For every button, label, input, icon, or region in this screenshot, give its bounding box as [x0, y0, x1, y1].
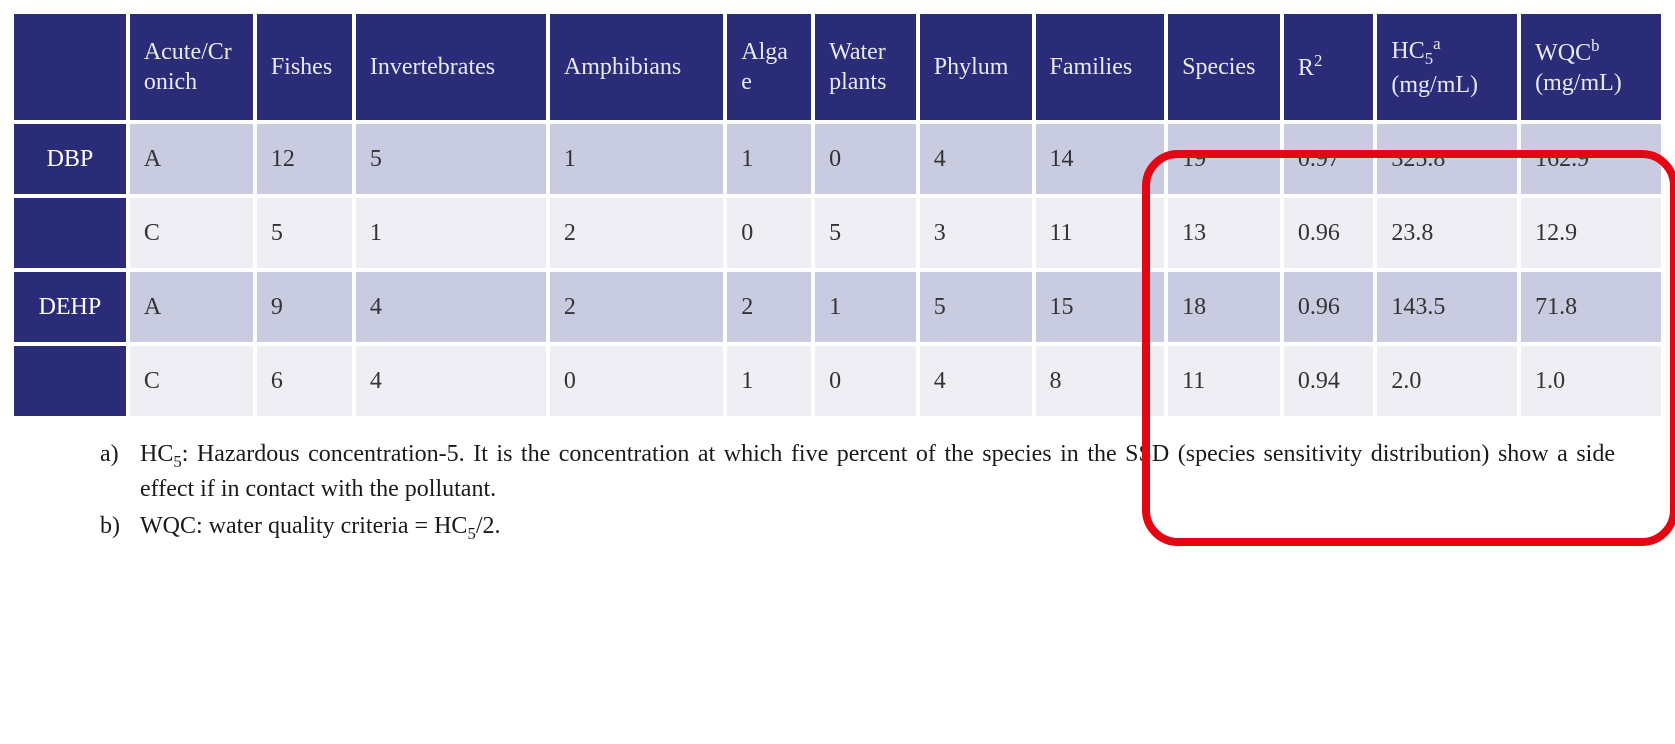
cell-compound: DEHP — [14, 272, 126, 342]
cell-waterplants: 0 — [815, 346, 916, 416]
cell-algae: 2 — [727, 272, 811, 342]
cell-fishes: 9 — [257, 272, 352, 342]
cell-species: 13 — [1168, 198, 1280, 268]
col-hc5: HC5a (mg/mL) — [1377, 14, 1517, 120]
footnote-a: a) HC5: Hazardous concentration-5. It is… — [100, 438, 1615, 506]
cell-r2: 0.94 — [1284, 346, 1373, 416]
table-row: DEHP A 9 4 2 2 1 5 15 18 0.96 143.5 71.8 — [14, 272, 1661, 342]
cell-species: 19 — [1168, 124, 1280, 194]
col-wqc: WQCb (mg/mL) — [1521, 14, 1661, 120]
cell-inverts: 4 — [356, 272, 546, 342]
cell-waterplants: 1 — [815, 272, 916, 342]
cell-r2: 0.97 — [1284, 124, 1373, 194]
cell-compound — [14, 346, 126, 416]
col-amphibians: Amphibians — [550, 14, 723, 120]
cell-algae: 0 — [727, 198, 811, 268]
col-invertebrates: Invertebrates — [356, 14, 546, 120]
table-header: Acute/Cronich Fishes Invertebrates Amphi… — [14, 14, 1661, 120]
footnote-text: WQC: water quality criteria = HC5/2. — [140, 510, 1615, 545]
footnote-mark: b) — [100, 510, 140, 545]
cell-compound — [14, 198, 126, 268]
footnote-b: b) WQC: water quality criteria = HC5/2. — [100, 510, 1615, 545]
cell-families: 15 — [1036, 272, 1165, 342]
cell-phylum: 3 — [920, 198, 1032, 268]
cell-wqc: 71.8 — [1521, 272, 1661, 342]
cell-hc5: 325.8 — [1377, 124, 1517, 194]
cell-amphib: 1 — [550, 124, 723, 194]
table-row: C 6 4 0 1 0 4 8 11 0.94 2.0 1.0 — [14, 346, 1661, 416]
cell-species: 18 — [1168, 272, 1280, 342]
footnotes: a) HC5: Hazardous concentration-5. It is… — [10, 438, 1665, 545]
cell-r2: 0.96 — [1284, 272, 1373, 342]
cell-compound: DBP — [14, 124, 126, 194]
cell-hc5: 143.5 — [1377, 272, 1517, 342]
footnote-text: HC5: Hazardous concentration-5. It is th… — [140, 438, 1615, 506]
cell-families: 11 — [1036, 198, 1165, 268]
cell-inverts: 4 — [356, 346, 546, 416]
col-water-plants: Water plants — [815, 14, 916, 120]
col-phylum: Phylum — [920, 14, 1032, 120]
cell-r2: 0.96 — [1284, 198, 1373, 268]
col-compound — [14, 14, 126, 120]
cell-fishes: 12 — [257, 124, 352, 194]
data-table: Acute/Cronich Fishes Invertebrates Amphi… — [10, 10, 1665, 420]
cell-amphib: 2 — [550, 272, 723, 342]
cell-ac: A — [130, 124, 253, 194]
cell-waterplants: 5 — [815, 198, 916, 268]
col-r2: R2 — [1284, 14, 1373, 120]
cell-phylum: 5 — [920, 272, 1032, 342]
col-acute-chronic: Acute/Cronich — [130, 14, 253, 120]
cell-ac: C — [130, 198, 253, 268]
col-algae: Algae — [727, 14, 811, 120]
cell-ac: C — [130, 346, 253, 416]
cell-families: 14 — [1036, 124, 1165, 194]
footnote-mark: a) — [100, 438, 140, 506]
cell-hc5: 23.8 — [1377, 198, 1517, 268]
col-species: Species — [1168, 14, 1280, 120]
cell-wqc: 162.9 — [1521, 124, 1661, 194]
cell-algae: 1 — [727, 346, 811, 416]
cell-fishes: 6 — [257, 346, 352, 416]
cell-inverts: 5 — [356, 124, 546, 194]
cell-hc5: 2.0 — [1377, 346, 1517, 416]
table-body: DBP A 12 5 1 1 0 4 14 19 0.97 325.8 162.… — [14, 124, 1661, 416]
cell-amphib: 2 — [550, 198, 723, 268]
figure-wrap: Acute/Cronich Fishes Invertebrates Amphi… — [10, 10, 1665, 545]
cell-waterplants: 0 — [815, 124, 916, 194]
cell-wqc: 1.0 — [1521, 346, 1661, 416]
cell-ac: A — [130, 272, 253, 342]
cell-species: 11 — [1168, 346, 1280, 416]
cell-fishes: 5 — [257, 198, 352, 268]
cell-algae: 1 — [727, 124, 811, 194]
cell-wqc: 12.9 — [1521, 198, 1661, 268]
table-row: C 5 1 2 0 5 3 11 13 0.96 23.8 12.9 — [14, 198, 1661, 268]
cell-phylum: 4 — [920, 346, 1032, 416]
cell-families: 8 — [1036, 346, 1165, 416]
cell-amphib: 0 — [550, 346, 723, 416]
col-families: Families — [1036, 14, 1165, 120]
col-fishes: Fishes — [257, 14, 352, 120]
table-row: DBP A 12 5 1 1 0 4 14 19 0.97 325.8 162.… — [14, 124, 1661, 194]
cell-phylum: 4 — [920, 124, 1032, 194]
cell-inverts: 1 — [356, 198, 546, 268]
